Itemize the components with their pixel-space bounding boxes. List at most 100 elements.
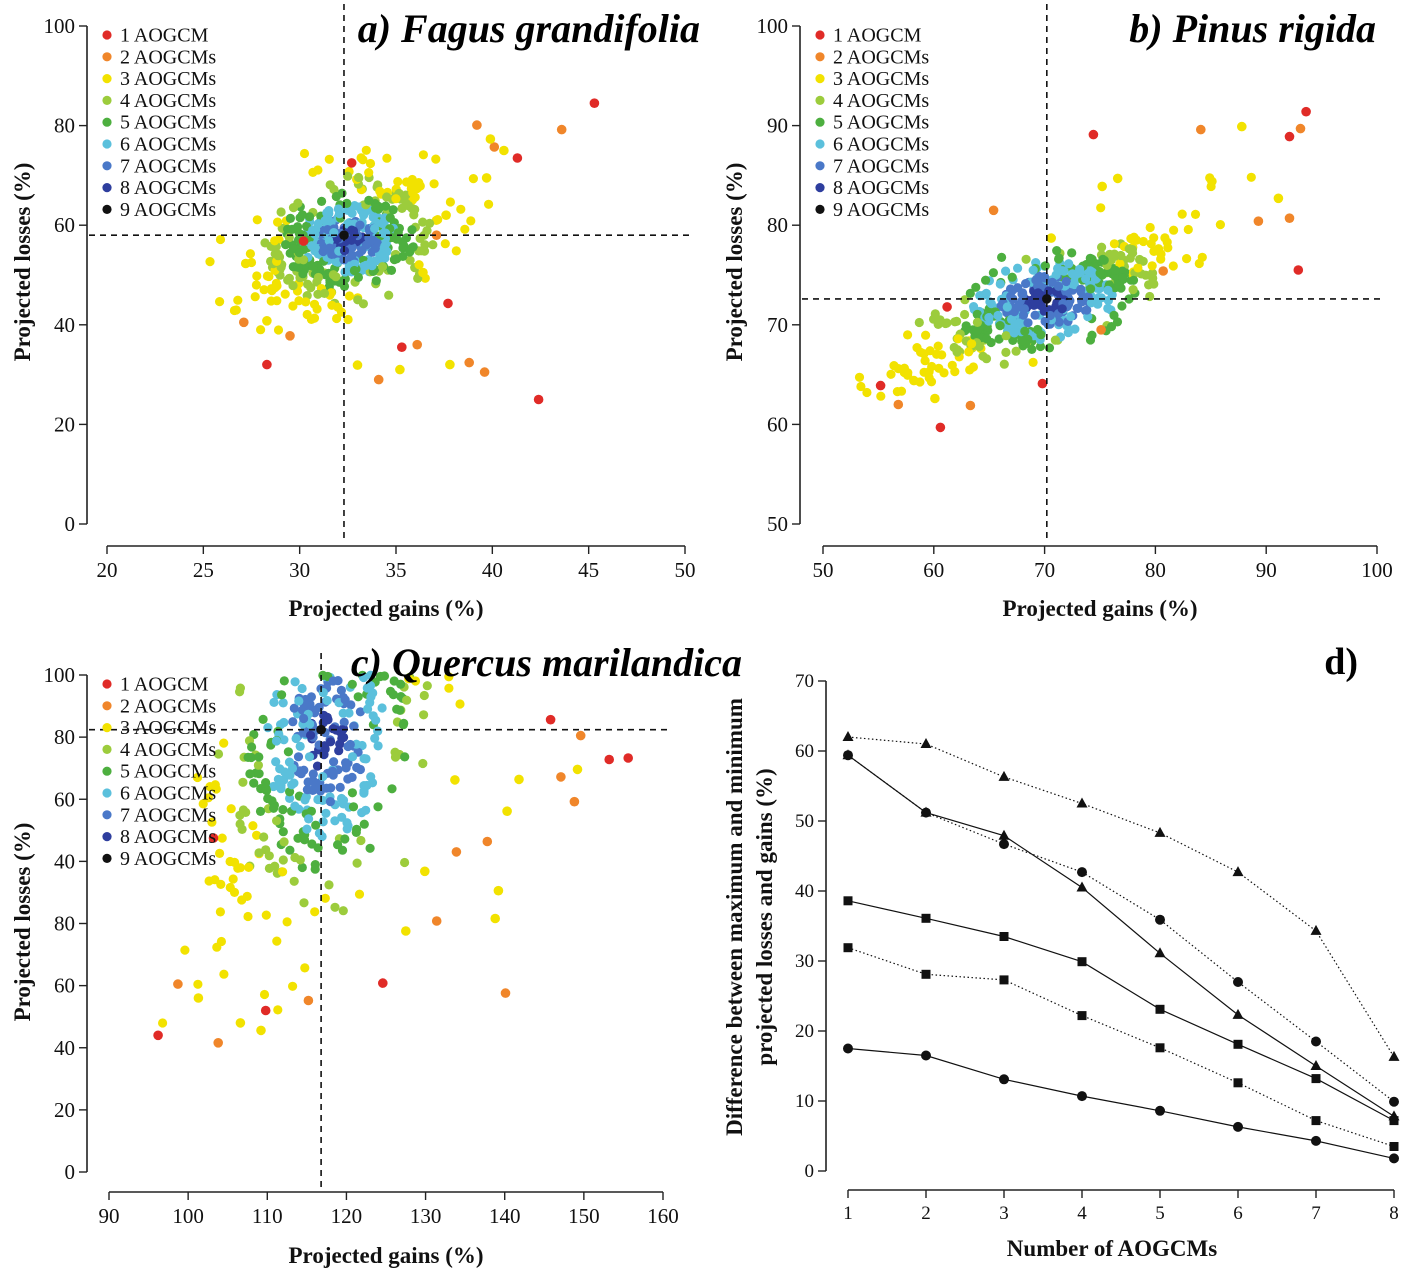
scatter-point <box>219 969 229 979</box>
scatter-point <box>308 167 318 177</box>
triangle-marker <box>1076 881 1088 892</box>
scatter-point <box>569 796 580 807</box>
scatter-point <box>326 783 336 793</box>
scatter-point <box>259 285 269 295</box>
legend-marker <box>102 117 112 127</box>
scatter-point <box>375 186 385 196</box>
scatter-point <box>293 752 304 762</box>
y-tick-label: 90 <box>767 114 788 138</box>
scatter-point <box>321 808 331 818</box>
legend-marker <box>102 744 112 755</box>
scatter-point <box>466 216 476 226</box>
scatter-point <box>400 752 410 762</box>
scatter-point <box>261 910 271 920</box>
scatter-point <box>311 820 321 830</box>
scatter-point <box>269 803 279 813</box>
scatter-point <box>1008 335 1018 345</box>
legend-marker <box>102 788 112 798</box>
scatter-point <box>328 270 338 280</box>
scatter-point <box>393 177 403 187</box>
scatter-point <box>993 310 1003 321</box>
scatter-point <box>384 290 394 300</box>
legend-label: 1 AOGCM <box>120 674 209 696</box>
scatter-point <box>493 885 504 896</box>
scatter-point <box>1064 259 1074 269</box>
panel-d-y-label-line-1: Difference between maximum and minimum <box>722 698 747 1136</box>
scatter-point <box>994 334 1004 344</box>
scatter-point <box>336 685 346 696</box>
scatter-point <box>489 142 500 152</box>
x-tick-label: 25 <box>193 558 214 582</box>
panel-c-y-label: Projected losses (%) <box>10 823 35 1022</box>
y-tick-label: 10 <box>795 1091 814 1112</box>
scatter-point <box>981 275 991 285</box>
scatter-point <box>355 707 365 717</box>
scatter-point <box>278 867 288 877</box>
scatter-point <box>204 876 214 886</box>
scatter-point <box>418 217 428 227</box>
scatter-point <box>395 364 405 375</box>
scatter-point <box>1088 129 1099 140</box>
y-tick-label: 60 <box>54 974 75 998</box>
y-tick-label: 0 <box>65 512 76 536</box>
legend-label: 2 AOGCMs <box>833 46 929 68</box>
scatter-point <box>215 234 226 245</box>
scatter-point <box>1169 225 1179 235</box>
scatter-point <box>856 381 866 392</box>
scatter-point <box>213 749 224 759</box>
scatter-point <box>1158 266 1168 276</box>
legend-label: 9 AOGCMs <box>833 199 929 221</box>
scatter-point <box>1035 341 1046 352</box>
scatter-point <box>280 289 290 299</box>
scatter-point <box>248 821 258 831</box>
legend-marker <box>102 853 112 864</box>
scatter-point <box>939 368 949 378</box>
scatter-point <box>1007 272 1017 282</box>
scatter-point <box>1085 253 1095 263</box>
scatter-point <box>444 672 454 682</box>
scatter-point <box>1067 248 1077 258</box>
scatter-point <box>250 292 260 302</box>
x-tick-label: 90 <box>1256 558 1277 582</box>
legend-label: 2 AOGCMs <box>120 695 216 717</box>
scatter-point <box>243 752 253 763</box>
panel-a-points <box>205 98 600 405</box>
scatter-point <box>984 313 994 323</box>
scatter-point <box>334 209 345 219</box>
scatter-point <box>443 298 453 309</box>
scatter-point <box>293 198 303 208</box>
scatter-point <box>240 258 251 269</box>
scatter-point <box>431 230 442 240</box>
panel-d-y-label-line-2: projected losses and gains (%) <box>752 768 777 1065</box>
scatter-point <box>1145 222 1155 233</box>
scatter-point <box>1019 304 1029 314</box>
legend-label: 4 AOGCMs <box>120 90 216 112</box>
scatter-point <box>960 309 970 320</box>
scatter-point <box>252 215 262 225</box>
y-tick-label: 20 <box>54 412 75 436</box>
circle-marker <box>1389 1153 1399 1164</box>
scatter-point <box>318 795 328 806</box>
y-tick-label: 80 <box>54 725 75 749</box>
scatter-point <box>1021 254 1031 264</box>
scatter-point <box>353 172 364 183</box>
scatter-point <box>263 723 273 733</box>
scatter-point <box>301 792 311 802</box>
scatter-point <box>1011 346 1021 356</box>
scatter-point <box>247 742 257 752</box>
scatter-point <box>321 244 331 254</box>
scatter-point <box>287 224 297 234</box>
scatter-point <box>415 181 425 191</box>
scatter-point <box>328 724 338 734</box>
scatter-point <box>313 219 323 229</box>
scatter-point <box>1207 176 1217 187</box>
series-line <box>847 754 1395 1117</box>
triangle-marker <box>1232 866 1244 877</box>
scatter-point <box>235 1018 246 1028</box>
square-marker <box>1389 1116 1399 1126</box>
x-tick-label: 70 <box>1034 558 1055 582</box>
scatter-point <box>304 752 315 762</box>
panel-a-axes: 0 20 40 60 80 100 20 25 30 35 40 45 50 <box>44 14 696 582</box>
scatter-point <box>282 917 292 927</box>
scatter-point <box>275 764 285 774</box>
